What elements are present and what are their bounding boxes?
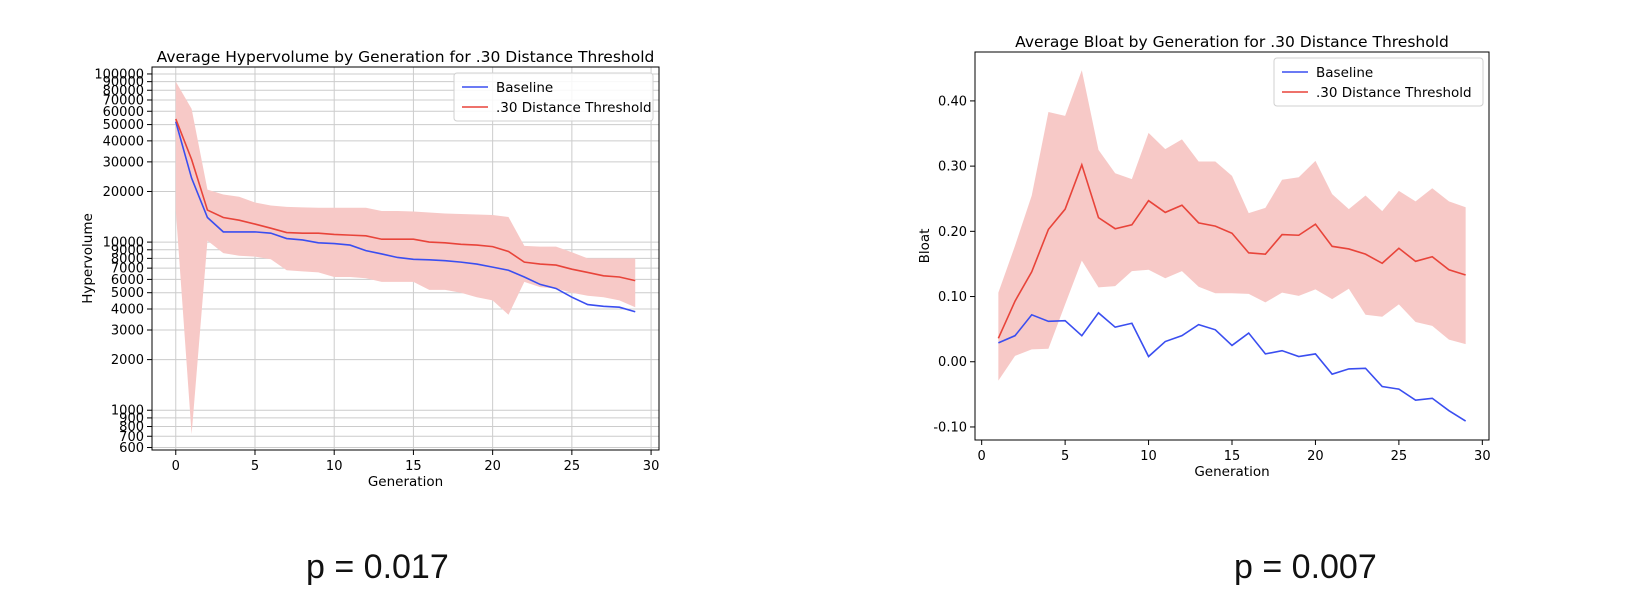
y-tick-label: 7000 (111, 262, 144, 277)
y-tick-label: 0.30 (938, 160, 967, 175)
legend-label: Baseline (1316, 65, 1373, 81)
legend-box (1273, 57, 1484, 107)
series-line-30-distance-threshold (175, 118, 636, 282)
y-tick-label: 70000 (103, 94, 144, 109)
legend-label: Baseline (496, 80, 553, 96)
bloat-chart: 0 5 10 15 20 25 30 -0.10 0.00 0.10 0.20 0.30 0.40 Ave… (917, 33, 1491, 480)
y-tick-label: 30000 (103, 155, 144, 170)
y-tick-label: 40000 (103, 134, 144, 149)
x-tick-label: 25 (1391, 449, 1408, 464)
y-tick-label: 800 (119, 420, 144, 435)
y-tick-label: 6000 (111, 273, 144, 288)
y-tick-label: 10000 (103, 236, 144, 251)
x-tick-label: 20 (1307, 449, 1324, 464)
series-line-baseline (174, 121, 636, 313)
legend-label: .30 Distance Threshold (1316, 85, 1472, 101)
y-tick-label: 2000 (111, 353, 144, 368)
x-tick-label: 10 (1140, 449, 1157, 464)
legend-box (453, 72, 654, 122)
y-tick-label: 8000 (111, 252, 144, 267)
series-line-30-distance-threshold (997, 162, 1466, 339)
y-tick-label: 20000 (103, 185, 144, 200)
x-tick-label: 25 (564, 459, 581, 474)
y-tick-label: 9000 (111, 243, 144, 258)
y-tick-label: 0.00 (938, 355, 967, 370)
y-axis-label: Bloat (917, 229, 933, 264)
series-line-baseline (998, 311, 1467, 422)
x-axis-label: Generation (368, 474, 443, 490)
x-tick-label: 10 (326, 459, 343, 474)
y-tick-label: 0.10 (938, 290, 967, 305)
x-tick-label: 5 (1061, 449, 1069, 464)
y-tick-label: 700 (119, 430, 144, 445)
chart-title: Average Hypervolume by Generation for .3… (157, 48, 655, 66)
y-tick-label: 100000 (94, 67, 144, 82)
x-tick-label: 20 (484, 459, 501, 474)
x-tick-label: 30 (1474, 449, 1491, 464)
y-tick-label: 1000 (111, 404, 144, 419)
x-tick-label: 30 (643, 459, 660, 474)
y-tick-label: 60000 (103, 105, 144, 120)
x-tick-label: 15 (1224, 449, 1241, 464)
y-tick-label: 600 (119, 441, 144, 456)
hypervolume-p-value: p = 0.017 (306, 548, 449, 586)
x-tick-label: 5 (251, 459, 259, 474)
y-tick-label: 5000 (111, 286, 144, 301)
chart-title: Average Bloat by Generation for .30 Dist… (1015, 33, 1449, 51)
y-axis-label: Hypervolume (80, 213, 96, 304)
legend-label: .30 Distance Threshold (496, 100, 652, 116)
y-tick-label: 80000 (103, 84, 144, 99)
y-tick-label: 50000 (103, 118, 144, 133)
x-tick-label: 0 (978, 449, 986, 464)
x-axis-label: Generation (1194, 464, 1269, 480)
y-tick-label: 4000 (111, 302, 144, 317)
x-tick-label: 15 (405, 459, 422, 474)
confidence-band (998, 70, 1466, 381)
y-tick-label: 90000 (103, 75, 144, 90)
y-tick-label: 0.40 (938, 94, 967, 109)
y-tick-label: 900 (119, 411, 144, 426)
y-tick-label: 0.20 (938, 225, 967, 240)
y-tick-label: -0.10 (933, 420, 967, 435)
bloat-p-value: p = 0.007 (1234, 548, 1377, 586)
x-tick-label: 0 (172, 459, 180, 474)
y-tick-label: 3000 (111, 324, 144, 339)
